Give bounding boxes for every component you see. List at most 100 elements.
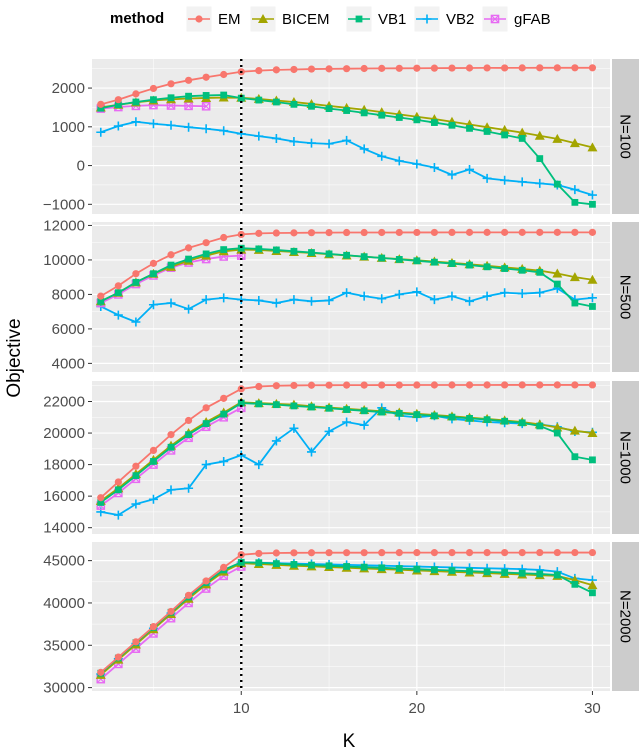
data-point-vb1 [220,246,228,253]
legend-label-bicem: BICEM [282,11,330,28]
data-point-gfab [201,101,211,111]
data-point-em [536,381,544,389]
data-point-vb1 [483,263,491,271]
data-point-em [149,84,158,93]
data-point-vb1 [518,569,526,577]
data-point-vb2 [166,298,176,308]
legend: method EM BICEM VB1 VB2 gFAB [110,5,551,33]
data-point-em [501,381,509,389]
data-point-em [465,548,474,557]
data-point-vb2 [377,294,387,304]
data-point-em [448,228,456,236]
data-point-vb1 [395,114,403,121]
data-point-vb1 [150,96,157,104]
data-point-vb1 [536,422,544,430]
panel-background [92,222,610,372]
data-point-em [360,228,368,237]
data-point-em [553,228,561,236]
legend-key-marker [422,14,432,24]
data-point-vb1 [413,565,421,573]
data-point-vb1 [202,92,210,99]
data-point-em [255,382,263,391]
data-point-bicem [587,580,598,590]
data-point-vb1 [553,429,561,437]
data-point-vb2 [306,296,316,306]
data-point-vb2 [148,300,158,310]
data-point-em [290,229,298,237]
data-point-vb1 [97,297,105,305]
data-point-vb2 [447,170,457,180]
data-point-vb1 [536,570,544,578]
data-point-vb2 [465,296,475,306]
legend-label-vb1: VB1 [378,11,406,28]
data-point-vb1 [501,417,509,425]
data-point-em [588,381,597,389]
data-point-em [343,381,351,389]
data-point-vb1 [518,135,526,142]
data-point-vb2 [166,485,176,495]
data-point-vb1 [325,404,333,412]
facet-strip [612,222,639,372]
data-point-em [395,64,403,72]
data-point-vb1 [553,280,561,288]
data-point-vb1 [185,255,192,263]
data-point-vb1 [272,401,280,409]
data-point-vb1 [290,561,298,568]
facet-label: N=100 [617,114,634,159]
data-point-vb2 [289,423,299,433]
legend-title: method [110,10,164,27]
data-point-vb2 [113,510,123,520]
data-point-bicem [569,425,580,435]
data-point-em [588,228,597,236]
data-point-vb1 [483,568,491,576]
data-point-vb1 [395,565,403,572]
data-point-vb2 [289,137,299,147]
data-point-vb2 [184,483,194,493]
data-point-vb1 [501,265,509,272]
data-point-em [220,563,228,571]
data-point-vb1 [255,559,263,567]
data-point-vb1 [290,247,298,255]
data-point-vb1 [272,560,280,567]
y-tick-label: 40000 [43,595,85,612]
data-point-em [149,623,158,631]
data-point-vb1 [343,406,351,413]
legend-item-vb2: VB2 [413,5,474,33]
series-vb1 [97,91,596,208]
data-point-vb1 [308,561,315,569]
data-point-vb1 [431,258,438,266]
data-point-vb1 [255,245,263,253]
data-point-em [518,381,526,389]
panel-n-1000: 14000 16000 18000 20000 22000 N=1000 [43,381,639,537]
data-point-vb1 [501,131,509,139]
legend-key-marker [195,15,203,23]
data-point-em [413,549,421,557]
data-point-vb2 [587,293,597,303]
chart-panels: −1000 0 1000 2000 N=100 4000 6000 8000 10000 1200… [43,59,639,697]
data-point-vb1 [114,289,122,297]
data-point-vb2 [254,460,264,470]
data-point-em [202,73,210,81]
data-point-bicem [552,133,563,143]
data-point-vb1 [255,96,263,104]
data-point-em [184,244,193,252]
data-point-em [255,229,263,237]
data-point-vb1 [483,128,491,135]
data-point-vb1 [132,472,140,480]
data-point-em [255,549,263,558]
data-point-bicem [587,274,598,284]
data-point-vb1 [308,102,315,110]
data-point-vb1 [553,180,561,188]
data-point-em [518,64,526,72]
data-point-vb2 [342,417,352,427]
data-point-em [501,228,509,236]
data-point-vb2 [377,151,387,161]
data-point-vb1 [378,564,386,572]
data-point-vb1 [167,443,175,451]
data-point-em [255,67,263,75]
data-point-vb1 [237,94,245,102]
y-tick-label: 45000 [43,553,85,570]
data-point-vb2 [219,456,229,466]
data-point-vb1 [325,250,333,258]
data-point-em [307,65,316,73]
